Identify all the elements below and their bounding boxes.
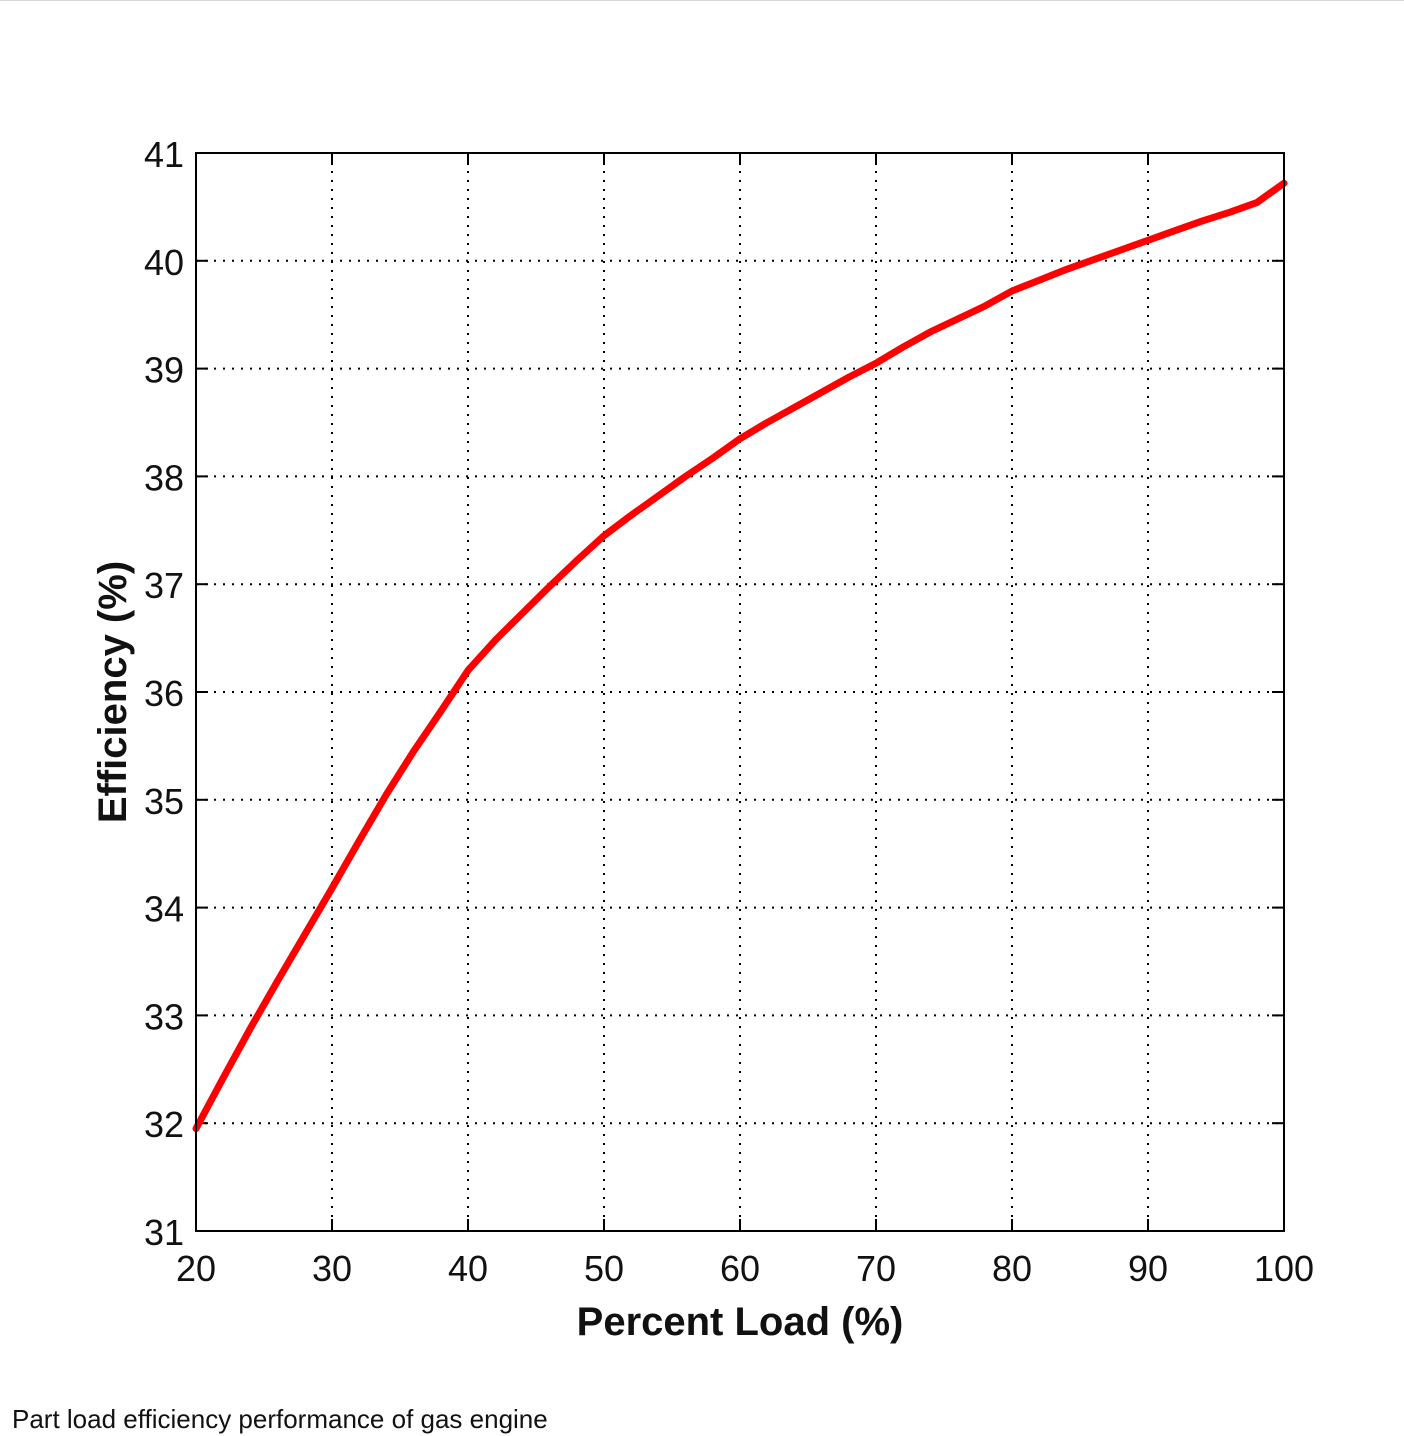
efficiency-chart: 20 30 40 50 60 70 80 90 100 31 32 33 34 35 36 37 38 39 40… (91, 134, 1314, 1344)
x-tick-label: 30 (312, 1248, 352, 1289)
y-tick-label: 38 (144, 457, 184, 498)
y-tick-labels: 31 32 33 34 35 36 37 38 39 40 41 (144, 134, 184, 1253)
plot-area-frame (195, 152, 1285, 1232)
x-tick-label: 20 (176, 1248, 216, 1289)
y-tick-label: 37 (144, 565, 184, 606)
x-tick-label: 100 (1254, 1248, 1314, 1289)
efficiency-curve (192, 179, 1288, 1133)
top-border-rule (0, 0, 1404, 1)
y-tick-label: 40 (144, 242, 184, 283)
y-tick-label: 32 (144, 1104, 184, 1145)
x-axis-title: Percent Load (%) (577, 1300, 904, 1344)
y-tick-label: 34 (144, 889, 184, 930)
x-tick-label: 60 (720, 1248, 760, 1289)
y-tick-label: 35 (144, 781, 184, 822)
y-tick-label: 31 (144, 1212, 184, 1253)
figure-caption: Part load efficiency performance of gas … (12, 1404, 548, 1434)
x-tick-label: 50 (584, 1248, 624, 1289)
x-tick-label: 90 (1128, 1248, 1168, 1289)
grid-lines (196, 153, 1284, 1231)
x-tick-label: 80 (992, 1248, 1032, 1289)
x-tick-label: 70 (856, 1248, 896, 1289)
y-tick-label: 36 (144, 673, 184, 714)
x-tick-labels: 20 30 40 50 60 70 80 90 100 (176, 1248, 1314, 1289)
x-tick-label: 40 (448, 1248, 488, 1289)
series-layer (192, 179, 1288, 1133)
y-tick-label: 41 (144, 134, 184, 175)
y-axis-title: Efficiency (%) (91, 561, 135, 823)
y-tick-label: 39 (144, 350, 184, 391)
y-tick-label: 33 (144, 996, 184, 1037)
